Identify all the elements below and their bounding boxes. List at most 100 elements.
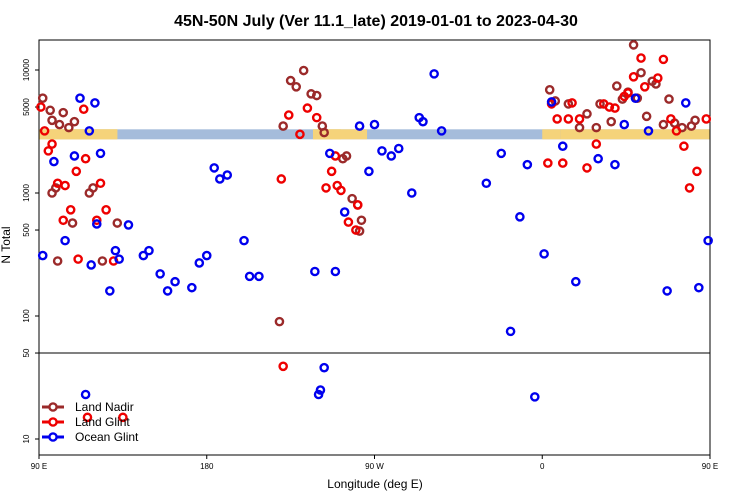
chart-title: 45N-50N July (Ver 11.1_late) 2019-01-01 … [174, 13, 578, 30]
land-band-segment [39, 129, 118, 140]
x-tick-label: 180 [200, 462, 214, 471]
data-point [274, 316, 285, 327]
data-point [690, 115, 700, 126]
data-point [324, 148, 335, 159]
data-point [52, 256, 63, 266]
data-point [567, 98, 577, 108]
data-point [630, 93, 641, 103]
data-point [209, 163, 220, 173]
data-point [95, 148, 106, 159]
data-point [543, 158, 553, 168]
data-point [636, 67, 646, 78]
data-point [114, 254, 124, 264]
data-point [552, 114, 562, 124]
data-point [684, 183, 695, 193]
data-point [138, 250, 149, 261]
data-point [571, 276, 581, 287]
data-point [319, 362, 329, 373]
data-point [278, 361, 288, 372]
data-point [144, 245, 154, 256]
ocean-band [39, 129, 710, 140]
data-point [610, 103, 620, 113]
land-band-segment [560, 129, 710, 140]
legend-label: Land Nadir [75, 400, 134, 414]
data-point [112, 218, 123, 228]
data-point [593, 153, 603, 164]
data-point [71, 166, 82, 177]
x-tick-label: 90 E [31, 462, 47, 471]
data-point [664, 94, 674, 104]
data-point [90, 98, 100, 108]
data-point [330, 266, 341, 277]
land-band-segment [542, 129, 561, 140]
data-point [244, 271, 255, 282]
data-point [481, 178, 492, 189]
data-point [91, 215, 102, 226]
data-point [703, 235, 713, 246]
data-point [187, 282, 197, 293]
data-point [557, 141, 568, 152]
data-point [170, 276, 180, 287]
data-point [574, 114, 585, 124]
data-point [662, 286, 672, 296]
y-tick-label: 50 [22, 348, 31, 357]
data-point [369, 119, 380, 130]
data-point [546, 97, 557, 107]
data-point [339, 207, 350, 217]
x-axis-label: Longitude (deg E) [327, 477, 422, 491]
data-point [343, 217, 354, 227]
data-point [295, 129, 305, 140]
x-tick-label: 90 W [365, 462, 384, 471]
land-ocean-band [39, 129, 710, 140]
data-point [47, 115, 57, 126]
data-point [201, 250, 212, 261]
data-point [254, 271, 264, 282]
data-point [80, 389, 91, 400]
data-point [694, 282, 704, 293]
x-tick-label: 0 [540, 462, 545, 471]
data-point [666, 114, 676, 124]
data-point [641, 111, 652, 122]
data-point [436, 126, 447, 136]
data-point [311, 112, 322, 123]
data-point [88, 183, 98, 193]
data-point [222, 170, 233, 180]
data-point [386, 151, 397, 161]
data-point [563, 114, 574, 124]
data-point [37, 250, 48, 261]
data-point [496, 148, 507, 159]
series-ocean-glint [37, 69, 713, 402]
data-point [356, 215, 367, 226]
data-point [101, 205, 111, 215]
data-point [80, 153, 91, 164]
data-point [557, 158, 568, 168]
data-point [278, 121, 288, 131]
data-point [351, 225, 361, 235]
data-point [291, 82, 302, 92]
data-point [58, 215, 69, 226]
y-tick-label: 5000 [22, 98, 31, 116]
x-tick-label: 90 E [702, 462, 718, 471]
data-point [406, 188, 417, 198]
series-land-glint [36, 53, 712, 423]
data-point [418, 116, 428, 127]
data-point [319, 127, 329, 138]
data-point [69, 116, 80, 127]
data-point [58, 107, 69, 118]
data-point [505, 326, 516, 337]
data-point [701, 114, 712, 124]
y-axis-label: N Total [0, 226, 13, 263]
data-point [582, 109, 592, 119]
data-point [336, 185, 346, 196]
data-point [91, 219, 102, 229]
data-point [354, 121, 365, 131]
data-point [653, 73, 663, 83]
data-point [310, 266, 320, 277]
data-point [69, 151, 80, 161]
data-point [429, 69, 439, 79]
data-point [628, 72, 639, 82]
data-point [155, 269, 165, 279]
data-point [37, 93, 48, 103]
data-point [606, 116, 617, 127]
